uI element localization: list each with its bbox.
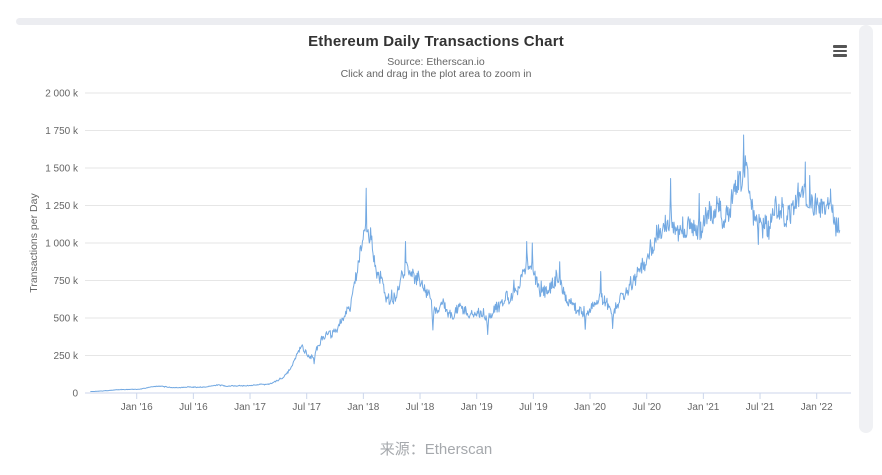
gridlines — [85, 92, 851, 394]
x-tick-label: Jul '19 — [519, 402, 548, 413]
series-line-transactions — [90, 134, 841, 393]
chart-context-menu-button[interactable] — [829, 41, 853, 61]
x-tick-label: Jan '19 — [461, 402, 493, 413]
y-tick-label: 250 k — [54, 351, 79, 362]
y-tick-label: 500 k — [54, 314, 79, 325]
scrollbar-thumb[interactable] — [859, 25, 873, 433]
hamburger-menu-icon — [833, 45, 849, 57]
chart-title: Ethereum Daily Transactions Chart — [308, 33, 564, 50]
y-tick-label: 750 k — [54, 276, 79, 287]
y-tick-label: 1 000 k — [45, 239, 79, 250]
x-axis-labels: Jan '16 Jul '16 Jan '17 Jul '17 Jan '18 Jul '… — [121, 393, 833, 413]
plot-area[interactable] — [85, 93, 851, 393]
y-tick-label: 1 250 k — [45, 201, 79, 212]
x-tick-label: Jan '16 — [121, 402, 153, 413]
top-divider — [16, 18, 882, 25]
x-tick-label: Jul '18 — [406, 402, 435, 413]
y-axis-title: Transactions per Day — [28, 193, 40, 293]
x-tick-label: Jan '21 — [687, 402, 719, 413]
y-tick-label: 1 750 k — [45, 126, 79, 137]
y-tick-label: 2 000 k — [45, 89, 79, 100]
y-axis-labels: 0 250 k 500 k 750 k 1 000 k 1 250 k 1 500 k 1 7… — [45, 89, 79, 400]
source-caption: 来源：Etherscan — [379, 441, 493, 458]
chart-subtitle-source: Source: Etherscan.io — [387, 56, 485, 68]
x-tick-label: Jul '17 — [292, 402, 321, 413]
x-tick-label: Jan '20 — [574, 402, 606, 413]
x-tick-label: Jan '22 — [801, 402, 833, 413]
x-tick-label: Jul '16 — [179, 402, 208, 413]
x-tick-label: Jan '18 — [347, 402, 379, 413]
chart-subtitle-hint: Click and drag in the plot area to zoom … — [340, 68, 532, 80]
y-tick-label: 0 — [72, 389, 78, 400]
x-tick-label: Jul '20 — [632, 402, 661, 413]
page-scrollbar[interactable] — [858, 22, 874, 442]
y-tick-label: 1 500 k — [45, 164, 79, 175]
chart-svg: 0 250 k 500 k 750 k 1 000 k 1 250 k 1 500 k 1 7… — [28, 89, 851, 413]
x-tick-label: Jan '17 — [234, 402, 266, 413]
x-tick-label: Jul '21 — [746, 402, 775, 413]
